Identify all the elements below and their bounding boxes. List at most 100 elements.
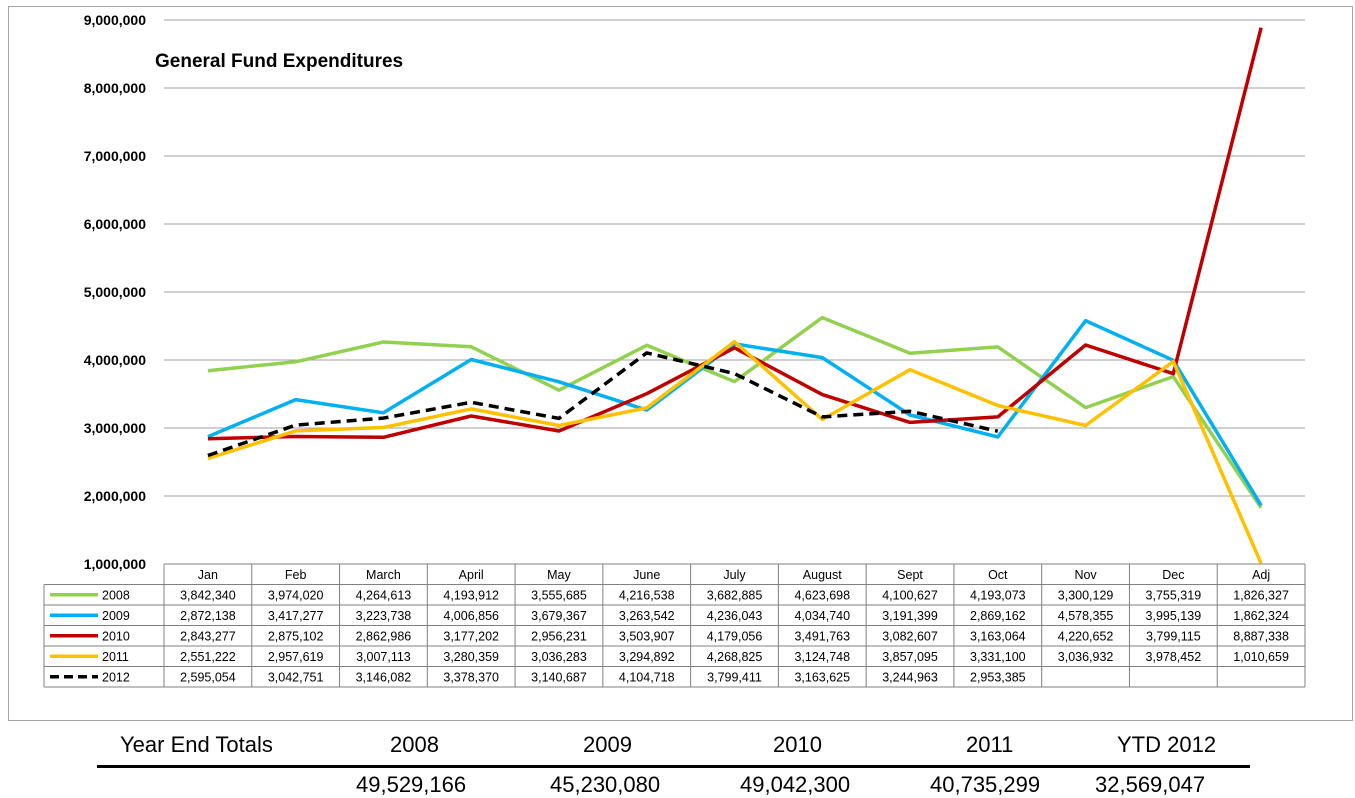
x-category-label: Adj [1252,568,1270,582]
data-label: 4,578,355 [1058,609,1114,623]
y-tick-label: 6,000,000 [84,216,146,232]
data-label: 3,263,542 [619,609,675,623]
data-label: 4,216,538 [619,588,675,602]
x-category-label: May [547,568,571,582]
data-label: 2,843,277 [180,629,236,643]
y-tick-label: 3,000,000 [84,420,146,436]
legend-label-2012: 2012 [102,670,130,684]
data-label: 2,956,231 [531,629,587,643]
totals-heading: Year End Totals [120,732,273,757]
data-label: 4,236,043 [707,609,763,623]
data-label: 3,300,129 [1058,588,1114,602]
legend-label-2008: 2008 [102,588,130,602]
totals-value-2010: 49,042,300 [740,772,851,797]
data-label: 3,555,685 [531,588,587,602]
y-tick-label: 7,000,000 [84,148,146,164]
data-label: 3,331,100 [970,650,1026,664]
data-label: 4,104,718 [619,670,675,684]
data-label: 4,264,613 [356,588,412,602]
x-category-label: August [803,568,842,582]
x-category-label: Feb [285,568,307,582]
totals-year-2010: 2010 [773,732,822,757]
data-label: 3,755,319 [1146,588,1202,602]
data-label: 3,007,113 [356,650,411,664]
data-label: 3,978,452 [1146,650,1202,664]
totals-year-2009: 2009 [583,732,632,757]
data-label: 3,191,399 [882,609,938,623]
totals-value-ytd2012: 32,569,047 [1095,772,1206,797]
data-label: 4,623,698 [794,588,850,602]
data-label: 2,872,138 [180,609,236,623]
series-line-2011 [207,339,1263,564]
data-label: 4,220,652 [1058,629,1114,643]
series-line-2008 [207,315,1263,509]
chart-title: General Fund Expenditures [155,51,403,72]
data-label: 3,799,411 [707,670,762,684]
data-label: 4,006,856 [443,609,499,623]
x-category-label: Nov [1074,568,1097,582]
y-tick-label: 4,000,000 [84,352,146,368]
data-label: 3,417,277 [268,609,324,623]
data-label: 3,995,139 [1146,609,1202,623]
data-label: 3,124,748 [794,650,850,664]
x-category-label: Dec [1162,568,1184,582]
data-label: 3,036,283 [531,650,587,664]
legend-label-2010: 2010 [102,629,130,643]
data-label: 2,869,162 [970,609,1026,623]
x-category-label: March [366,568,401,582]
series-line-2010 [207,27,1263,441]
totals-value-2009: 45,230,080 [550,772,661,797]
x-category-label: Oct [988,568,1008,582]
data-label: 8,887,338 [1233,629,1289,643]
data-label: 3,223,738 [356,609,412,623]
data-label: 3,244,963 [882,670,938,684]
totals-year-2008: 2008 [390,732,439,757]
x-category-label: Jan [198,568,218,582]
totals-value-2008: 49,529,166 [356,772,467,797]
data-label: 2,862,986 [356,629,412,643]
x-category-label: July [723,568,746,582]
data-label: 4,193,912 [443,588,499,602]
data-label: 3,682,885 [707,588,763,602]
chart-frame [8,6,1353,721]
data-label: 1,862,324 [1233,609,1289,623]
data-label: 3,799,115 [1146,629,1201,643]
data-label: 3,974,020 [268,588,324,602]
data-label: 3,280,359 [443,650,499,664]
data-label: 1,010,659 [1233,650,1289,664]
data-label: 3,082,607 [882,629,938,643]
data-label: 3,163,625 [794,670,850,684]
series-line-2012 [207,351,999,458]
data-label: 3,503,907 [619,629,675,643]
data-label: 2,957,619 [268,650,324,664]
data-label: 2,875,102 [268,629,324,643]
data-label: 3,163,064 [970,629,1026,643]
data-label: 3,294,892 [619,650,675,664]
data-label: 3,036,932 [1058,650,1114,664]
data-label: 3,842,340 [180,588,236,602]
y-tick-label: 2,000,000 [84,488,146,504]
totals-year-ytd2012: YTD 2012 [1117,732,1217,757]
totals-divider [97,765,1250,768]
data-label: 3,177,202 [443,629,499,643]
y-tick-label: 1,000,000 [84,556,146,572]
data-label: 3,679,367 [531,609,587,623]
legend-label-2009: 2009 [102,609,130,623]
data-label: 3,140,687 [531,670,587,684]
x-category-label: June [633,568,660,582]
data-label: 4,193,073 [970,588,1026,602]
data-label: 2,953,385 [970,670,1026,684]
x-category-label: April [459,568,484,582]
y-tick-label: 8,000,000 [84,80,146,96]
line-chart: 1,000,000 2,000,000 3,000,000 4,000,000 5,00… [43,12,1306,688]
data-label: 2,551,222 [180,650,236,664]
data-label: 3,491,763 [794,629,850,643]
data-label: 4,268,825 [707,650,763,664]
y-tick-label: 5,000,000 [84,284,146,300]
year-end-totals: Year End Totals 2008 2009 2010 2011 YTD … [0,722,1355,797]
data-label: 4,034,740 [794,609,850,623]
y-tick-label: 9,000,000 [84,12,146,28]
data-label: 3,042,751 [268,670,324,684]
legend-label-2011: 2011 [102,650,129,664]
data-label: 3,857,095 [882,650,938,664]
